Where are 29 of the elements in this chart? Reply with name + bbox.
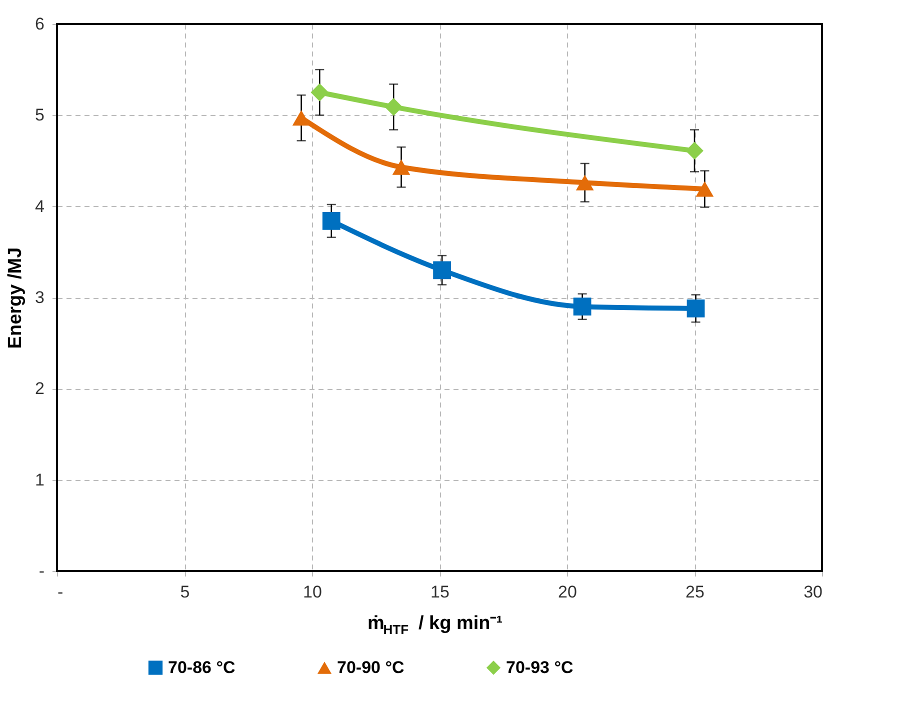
point: [433, 261, 451, 280]
y-tick-label: -: [38, 562, 44, 580]
x-tick-label: 30: [804, 582, 822, 602]
x-tick-label: 10: [303, 582, 322, 602]
y-tick-label: 4: [35, 196, 44, 216]
y-tick-label: 5: [35, 106, 44, 125]
point: [686, 299, 705, 318]
point: [696, 181, 714, 197]
point: [310, 83, 329, 102]
legend-label: 70-93 °C: [506, 658, 574, 677]
point: [292, 110, 310, 126]
point: [573, 298, 592, 316]
x-tick-label: 15: [430, 582, 450, 602]
y-tick-label: 3: [35, 288, 44, 307]
legend-label: 70-90 °C: [337, 658, 404, 677]
x-tick-label: -: [58, 582, 64, 602]
point: [384, 98, 403, 116]
point: [392, 159, 410, 175]
x-tick-label: 5: [180, 582, 190, 602]
y-tick-label: 1: [35, 470, 44, 490]
point: [322, 212, 340, 230]
y-tick-label: 2: [35, 379, 44, 398]
x-tick-label: 20: [558, 582, 577, 602]
point: [686, 142, 704, 160]
legend-label: 70-86 °C: [168, 658, 236, 677]
y-axis-title: Energy /MJ: [5, 247, 26, 349]
point: [576, 174, 594, 190]
y-tick-label: 6: [35, 14, 44, 34]
x-tick-label: 25: [686, 582, 704, 602]
